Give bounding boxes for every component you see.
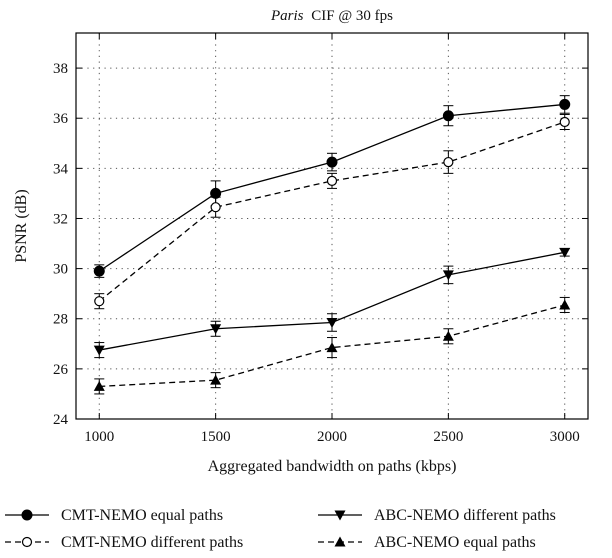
y-tick-label: 28 — [53, 312, 68, 328]
data-point — [93, 380, 105, 391]
data-point — [559, 247, 571, 258]
data-point — [442, 110, 454, 122]
legend-label: ABC-NEMO equal paths — [374, 534, 536, 551]
legend: CMT-NEMO equal paths CMT-NEMO different p… — [5, 507, 556, 551]
series-1 — [93, 95, 571, 278]
data-point — [442, 330, 454, 341]
x-tick-label: 2000 — [317, 429, 347, 445]
data-point — [326, 318, 338, 328]
legend-label: CMT-NEMO equal paths — [61, 507, 223, 524]
data-point — [93, 345, 105, 356]
series-layer — [93, 95, 571, 395]
data-point — [210, 324, 222, 335]
data-point — [210, 374, 222, 385]
legend-item: CMT-NEMO different paths — [5, 534, 243, 551]
data-point — [210, 202, 221, 213]
y-tick-label: 30 — [53, 262, 68, 278]
data-point — [559, 98, 571, 110]
y-tick-label: 32 — [53, 211, 68, 227]
data-point — [326, 156, 338, 168]
series-2 — [94, 113, 570, 310]
y-tick-label: 38 — [53, 61, 68, 77]
legend-label: ABC-NEMO different paths — [374, 507, 556, 524]
legend-marker — [21, 536, 33, 548]
x-tick-label: 1000 — [84, 429, 114, 445]
y-tick-label: 24 — [53, 412, 69, 428]
y-tick-label: 26 — [53, 362, 69, 378]
data-point — [93, 265, 105, 277]
data-point — [326, 175, 338, 186]
data-point — [559, 116, 570, 128]
series-4 — [93, 296, 571, 395]
chart-title: Paris CIF @ 30 fps — [270, 8, 393, 24]
data-point — [94, 296, 105, 307]
legend-label: CMT-NEMO different paths — [61, 534, 243, 551]
legend-item: ABC-NEMO equal paths — [318, 534, 536, 551]
series-line — [98, 121, 565, 302]
chart-title-italic: Paris — [270, 8, 304, 24]
data-point — [326, 342, 338, 353]
data-point — [443, 156, 454, 168]
series-3 — [93, 247, 571, 359]
y-tick-label: 34 — [53, 161, 69, 177]
x-tick-label: 2500 — [433, 429, 463, 445]
legend-item: ABC-NEMO different paths — [318, 507, 556, 524]
data-point — [559, 299, 571, 310]
chart-title-rest: CIF @ 30 fps — [311, 8, 393, 24]
data-point — [442, 270, 454, 281]
grid — [76, 33, 588, 420]
legend-marker — [334, 536, 346, 547]
axis-ticks: 24 26 28 30 32 34 36 38 1000 1500 2000 2500 3000 — [53, 33, 588, 445]
x-tick-label: 1500 — [201, 429, 231, 445]
legend-marker — [334, 510, 346, 521]
series-line — [99, 304, 565, 388]
x-axis-label: Aggregated bandwidth on paths (kbps) — [208, 458, 457, 475]
x-tick-label: 3000 — [550, 429, 580, 445]
legend-marker — [21, 509, 33, 521]
legend-item: CMT-NEMO equal paths — [5, 507, 223, 524]
y-axis-label: PSNR (dB) — [13, 189, 30, 262]
y-tick-label: 36 — [53, 111, 69, 127]
